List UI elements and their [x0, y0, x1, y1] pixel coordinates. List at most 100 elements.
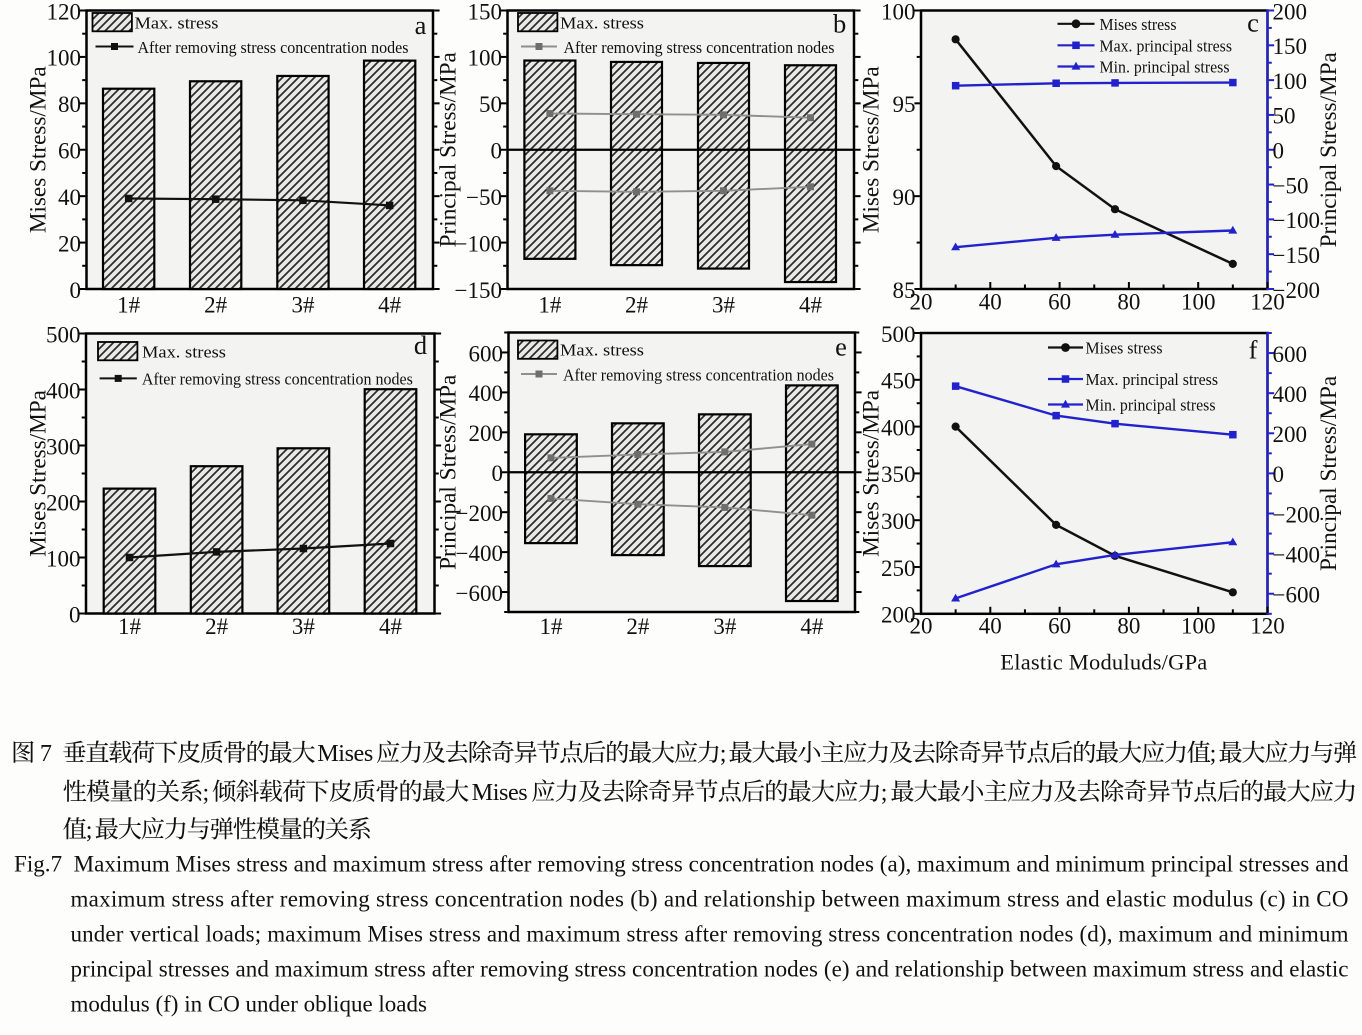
svg-text:4#: 4# — [800, 614, 824, 639]
svg-text:Mises: Mises — [472, 779, 528, 806]
svg-text:400: 400 — [46, 378, 81, 403]
svg-text:−400: −400 — [1273, 542, 1320, 567]
svg-text:40: 40 — [58, 185, 81, 210]
svg-text:85: 85 — [893, 278, 916, 303]
svg-text:−50: −50 — [466, 185, 502, 210]
svg-text:100: 100 — [468, 46, 503, 71]
svg-text:Principal Stress/MPa: Principal Stress/MPa — [436, 52, 462, 247]
svg-text:40: 40 — [979, 614, 1002, 639]
svg-text:0: 0 — [70, 278, 82, 303]
svg-text:maximum stress after removing: maximum stress after removing stress con… — [71, 887, 1349, 912]
svg-text:Mises: Mises — [317, 740, 373, 767]
svg-text:;: ; — [881, 779, 888, 806]
svg-text:−150: −150 — [1273, 243, 1320, 268]
svg-text:80: 80 — [1117, 290, 1140, 315]
svg-text:400: 400 — [1273, 382, 1308, 407]
svg-text:4#: 4# — [378, 293, 402, 318]
svg-text:Max. stress: Max. stress — [560, 14, 644, 33]
svg-text:120: 120 — [1250, 614, 1285, 639]
svg-text:450: 450 — [881, 369, 916, 394]
svg-text:modulus (f) in CO under obliqu: modulus (f) in CO under oblique loads — [71, 992, 428, 1017]
svg-text:Principal Stress/MPa: Principal Stress/MPa — [1316, 52, 1342, 247]
svg-text:Max. stress: Max. stress — [142, 343, 226, 362]
svg-text:3#: 3# — [713, 614, 737, 639]
svg-text:300: 300 — [46, 434, 81, 459]
svg-text:2#: 2# — [205, 614, 229, 639]
svg-text:20: 20 — [910, 614, 933, 639]
svg-text:120: 120 — [1250, 290, 1285, 315]
svg-text:−50: −50 — [1273, 173, 1309, 198]
svg-text:250: 250 — [881, 556, 916, 581]
svg-text:200: 200 — [46, 490, 81, 515]
svg-text:4#: 4# — [379, 614, 403, 639]
svg-text:Max. principal stress: Max. principal stress — [1086, 370, 1219, 389]
svg-text:1#: 1# — [538, 293, 562, 318]
svg-text:80: 80 — [58, 92, 81, 117]
svg-text:2#: 2# — [626, 614, 650, 639]
svg-text:;: ; — [720, 740, 727, 767]
svg-text:Fig.7 Maximum Mises stress and: Fig.7 Maximum Mises stress and maximum s… — [14, 852, 1349, 877]
svg-text:After removing stress concentr: After removing stress concentration node… — [564, 38, 835, 57]
svg-text:f: f — [1249, 335, 1258, 365]
svg-text:c: c — [1247, 8, 1259, 38]
svg-text:Mises Stress/MPa: Mises Stress/MPa — [859, 390, 885, 557]
svg-text:−100: −100 — [455, 231, 502, 256]
svg-text:Principal Stress/MPa: Principal Stress/MPa — [436, 375, 462, 570]
svg-text:350: 350 — [881, 462, 916, 487]
svg-text:600: 600 — [1273, 342, 1308, 367]
svg-text:under vertical loads; maximum: under vertical loads; maximum Mises stre… — [71, 922, 1349, 947]
svg-text:Mises Stress/MPa: Mises Stress/MPa — [26, 66, 52, 233]
svg-text:−100: −100 — [1273, 208, 1320, 233]
svg-text:7: 7 — [40, 740, 52, 767]
svg-text:−600: −600 — [1273, 583, 1320, 608]
svg-text:0: 0 — [69, 602, 81, 627]
svg-text:Mises Stress/MPa: Mises Stress/MPa — [26, 390, 52, 557]
svg-text:−200: −200 — [456, 501, 503, 526]
svg-text:200: 200 — [881, 603, 916, 628]
svg-text:Principal Stress/MPa: Principal Stress/MPa — [1316, 376, 1342, 571]
svg-text:After removing stress concentr: After removing stress concentration node… — [563, 366, 834, 385]
svg-text:a: a — [415, 10, 427, 40]
svg-text:−200: −200 — [1273, 502, 1320, 527]
svg-text:100: 100 — [46, 546, 81, 571]
svg-text:20: 20 — [910, 290, 933, 315]
svg-text:20: 20 — [58, 231, 81, 256]
svg-text:Min. principal stress: Min. principal stress — [1100, 58, 1230, 77]
svg-text:300: 300 — [881, 509, 916, 534]
svg-text:e: e — [835, 332, 847, 362]
svg-text:3#: 3# — [291, 293, 315, 318]
svg-text:3#: 3# — [712, 293, 736, 318]
svg-text:Min. principal stress: Min. principal stress — [1086, 396, 1216, 415]
svg-text:0: 0 — [492, 461, 504, 486]
svg-text:−600: −600 — [456, 581, 503, 606]
svg-text:3#: 3# — [292, 614, 316, 639]
svg-text:100: 100 — [1181, 290, 1216, 315]
svg-text:Mises Stress/MPa: Mises Stress/MPa — [859, 66, 885, 233]
svg-text:4#: 4# — [799, 293, 823, 318]
svg-text:2#: 2# — [625, 293, 649, 318]
svg-text:Mises stress: Mises stress — [1100, 15, 1177, 34]
svg-text:100: 100 — [47, 46, 82, 71]
svg-text:1#: 1# — [118, 614, 142, 639]
svg-text:200: 200 — [469, 421, 504, 446]
svg-text:1#: 1# — [117, 293, 141, 318]
svg-text:50: 50 — [1273, 104, 1296, 129]
svg-text:100: 100 — [1181, 614, 1216, 639]
svg-text:60: 60 — [58, 139, 81, 164]
svg-text:;: ; — [1210, 740, 1217, 767]
svg-text:200: 200 — [1273, 0, 1308, 24]
svg-text:200: 200 — [1273, 422, 1308, 447]
svg-text:Mises stress: Mises stress — [1086, 339, 1163, 358]
svg-text:60: 60 — [1048, 290, 1071, 315]
svg-text:;: ; — [202, 779, 209, 806]
svg-text:120: 120 — [47, 0, 82, 24]
svg-text:principal stresses and maximum: principal stresses and maximum stress af… — [71, 957, 1349, 982]
svg-text:95: 95 — [893, 92, 916, 117]
svg-text:0: 0 — [491, 139, 503, 164]
svg-text:150: 150 — [468, 0, 503, 24]
svg-text:−400: −400 — [456, 541, 503, 566]
svg-text:0: 0 — [1273, 139, 1285, 164]
svg-text:90: 90 — [893, 185, 916, 210]
svg-text:500: 500 — [881, 322, 916, 347]
svg-text:2#: 2# — [204, 293, 228, 318]
